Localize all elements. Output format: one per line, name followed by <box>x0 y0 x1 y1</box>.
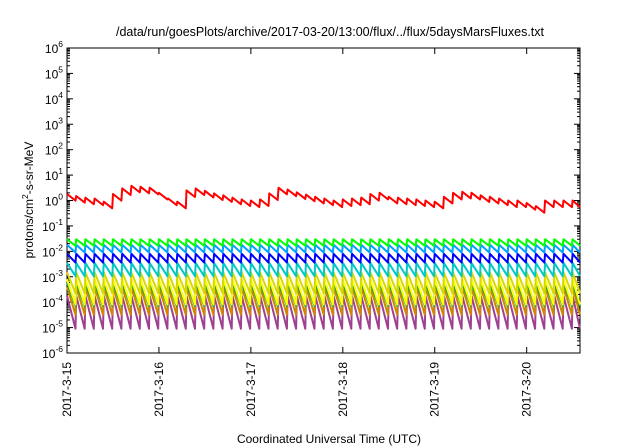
y-tick-label: 104 <box>45 90 63 107</box>
y-tick-label: 10-6 <box>42 344 63 361</box>
y-tick-label: 101 <box>45 166 63 183</box>
y-tick-label: 105 <box>45 64 63 81</box>
series-line <box>66 252 581 264</box>
x-tick-label: 2017-3-17 <box>244 362 258 417</box>
y-tick-label: 102 <box>45 141 63 158</box>
series-line <box>66 243 581 254</box>
y-axis-label-rest: -s-sr-MeV <box>22 142 36 195</box>
series-line <box>66 261 581 278</box>
x-tick-label: 2017-3-18 <box>336 362 350 417</box>
x-tick-label: 2017-3-15 <box>60 362 74 417</box>
x-tick-label: 2017-3-19 <box>428 362 442 417</box>
series-line <box>66 238 581 247</box>
x-axis-label: Coordinated Universal Time (UTC) <box>237 432 421 446</box>
y-axis-label-base: protons/cm <box>22 199 36 258</box>
series-layer <box>66 184 581 330</box>
y-tick-label: 106 <box>45 39 63 56</box>
y-tick-label: 10-1 <box>42 217 63 234</box>
x-tick-label: 2017-3-16 <box>152 362 166 417</box>
y-axis-label-superscript: 2 <box>20 194 30 199</box>
y-tick-label: 10-3 <box>42 268 63 285</box>
y-tick-label: 100 <box>45 192 63 209</box>
x-axis-ticks: 2017-3-15 2017-3-16 2017-3-17 2017-3-18 2017… <box>60 48 534 417</box>
series-line <box>66 271 581 295</box>
y-tick-label: 10-2 <box>42 242 63 259</box>
chart-title: /data/run/goesPlots/archive/2017-03-20/1… <box>116 25 545 39</box>
y-tick-label: 10-4 <box>42 293 63 310</box>
y-tick-label: 103 <box>45 115 63 132</box>
x-tick-label: 2017-3-20 <box>520 362 534 417</box>
y-axis-label: protons/cm2-s-sr-MeV <box>20 142 36 259</box>
y-tick-label: 10-5 <box>42 319 63 336</box>
series-line <box>66 184 581 214</box>
